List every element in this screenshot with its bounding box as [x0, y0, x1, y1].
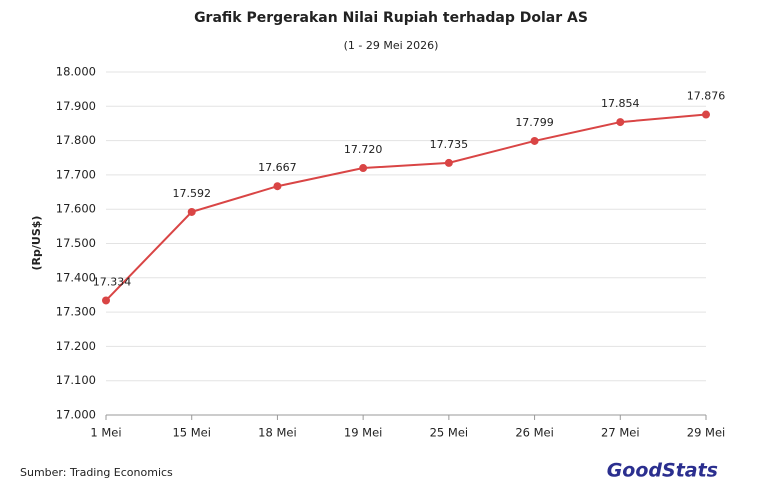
chart-title: Grafik Pergerakan Nilai Rupiah terhadap … [194, 10, 588, 26]
logo: GoodStats [607, 460, 718, 482]
y-tick-label: 17.200 [56, 339, 96, 353]
y-tick-label: 17.800 [56, 133, 96, 147]
data-label: 17.667 [258, 161, 297, 174]
y-tick-label: 17.500 [56, 236, 96, 250]
y-tick-label: 18.000 [56, 65, 96, 79]
x-tick-label: 15 Mei [172, 426, 210, 440]
x-tick-label: 26 Mei [515, 426, 553, 440]
y-tick-label: 17.100 [56, 373, 96, 387]
y-tick-label: 17.400 [56, 270, 96, 284]
y-tick-label: 17.000 [56, 408, 96, 422]
y-tick-label: 17.900 [56, 99, 96, 113]
y-tick-label: 17.600 [56, 202, 96, 216]
data-label: 17.720 [344, 143, 383, 156]
x-tick-label: 18 Mei [258, 426, 296, 440]
point [102, 296, 110, 305]
point [187, 207, 196, 216]
data-label: 17.876 [687, 90, 726, 103]
x-tick-label: 27 Mei [601, 426, 639, 440]
data-label: 17.592 [172, 187, 211, 200]
x-tick-label: 25 Mei [430, 426, 468, 440]
data-label: 17.799 [515, 116, 554, 129]
y-axis-label: (Rp/US$) [30, 216, 43, 271]
point [359, 164, 368, 173]
data-label: 17.735 [430, 138, 469, 151]
x-tick-label: 1 Mei [90, 426, 121, 440]
x-tick-label: 19 Mei [344, 426, 382, 440]
point [530, 136, 539, 145]
point [444, 158, 453, 167]
point [273, 182, 282, 191]
point [702, 110, 710, 119]
line [105, 113, 707, 302]
x-tick-label: 29 Mei [687, 426, 725, 440]
data-label: 17.854 [601, 97, 640, 110]
y-tick-label: 17.700 [56, 167, 96, 181]
y-tick-label: 17.300 [56, 305, 96, 319]
chart-subtitle: (1 - 29 Mei 2026) [344, 39, 439, 52]
data-label: 17.334 [93, 275, 132, 288]
source: Sumber: Trading Economics [20, 466, 173, 479]
point [616, 118, 625, 127]
